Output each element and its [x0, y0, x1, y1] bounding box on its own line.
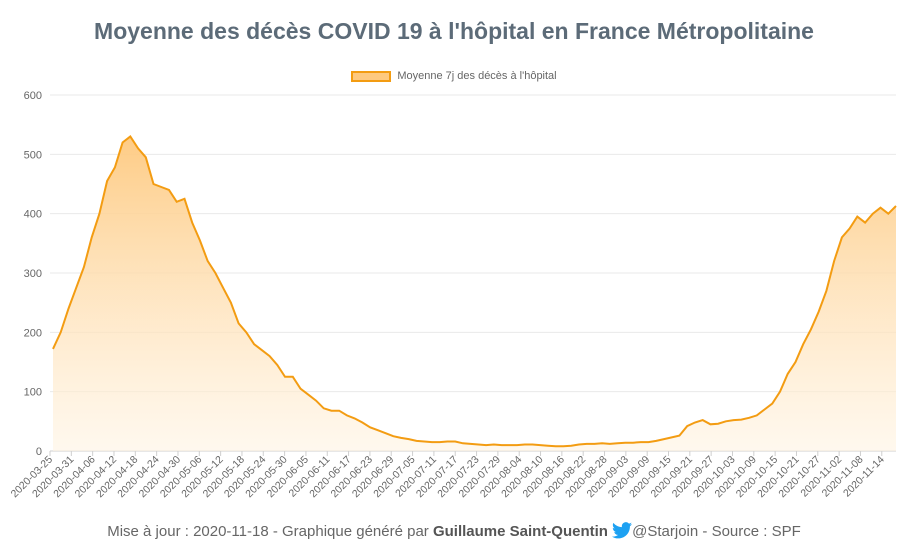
y-tick-label: 0	[36, 446, 42, 458]
footer-prefix: Mise à jour : 2020-11-18 - Graphique gén…	[107, 523, 433, 540]
footer-suffix: - Source : SPF	[698, 523, 801, 540]
x-axis: 2020-03-252020-03-312020-04-062020-04-12…	[9, 451, 887, 500]
legend-swatch	[351, 70, 392, 82]
footer: Mise à jour : 2020-11-18 - Graphique gén…	[0, 522, 908, 540]
series-area	[53, 136, 896, 451]
footer-handle[interactable]: @Starjoin	[632, 523, 699, 540]
legend-label: Moyenne 7j des décès à l'hôpital	[397, 70, 557, 83]
y-axis: 0 100 200 300 400 500 600	[24, 90, 42, 458]
y-tick-label: 300	[24, 268, 42, 280]
y-tick-label: 100	[24, 387, 42, 399]
legend[interactable]: Moyenne 7j des décès à l'hôpital	[0, 70, 908, 82]
series-line	[52, 135, 897, 448]
y-tick-label: 200	[24, 327, 42, 339]
y-tick-label: 600	[24, 90, 42, 102]
y-tick-label: 400	[24, 209, 42, 221]
y-tick-label: 500	[24, 149, 42, 161]
footer-author: Guillaume Saint-Quentin	[432, 523, 608, 540]
chart-title: Moyenne des décès COVID 19 à l'hôpital e…	[94, 18, 814, 44]
twitter-bird-icon[interactable]	[612, 522, 633, 539]
